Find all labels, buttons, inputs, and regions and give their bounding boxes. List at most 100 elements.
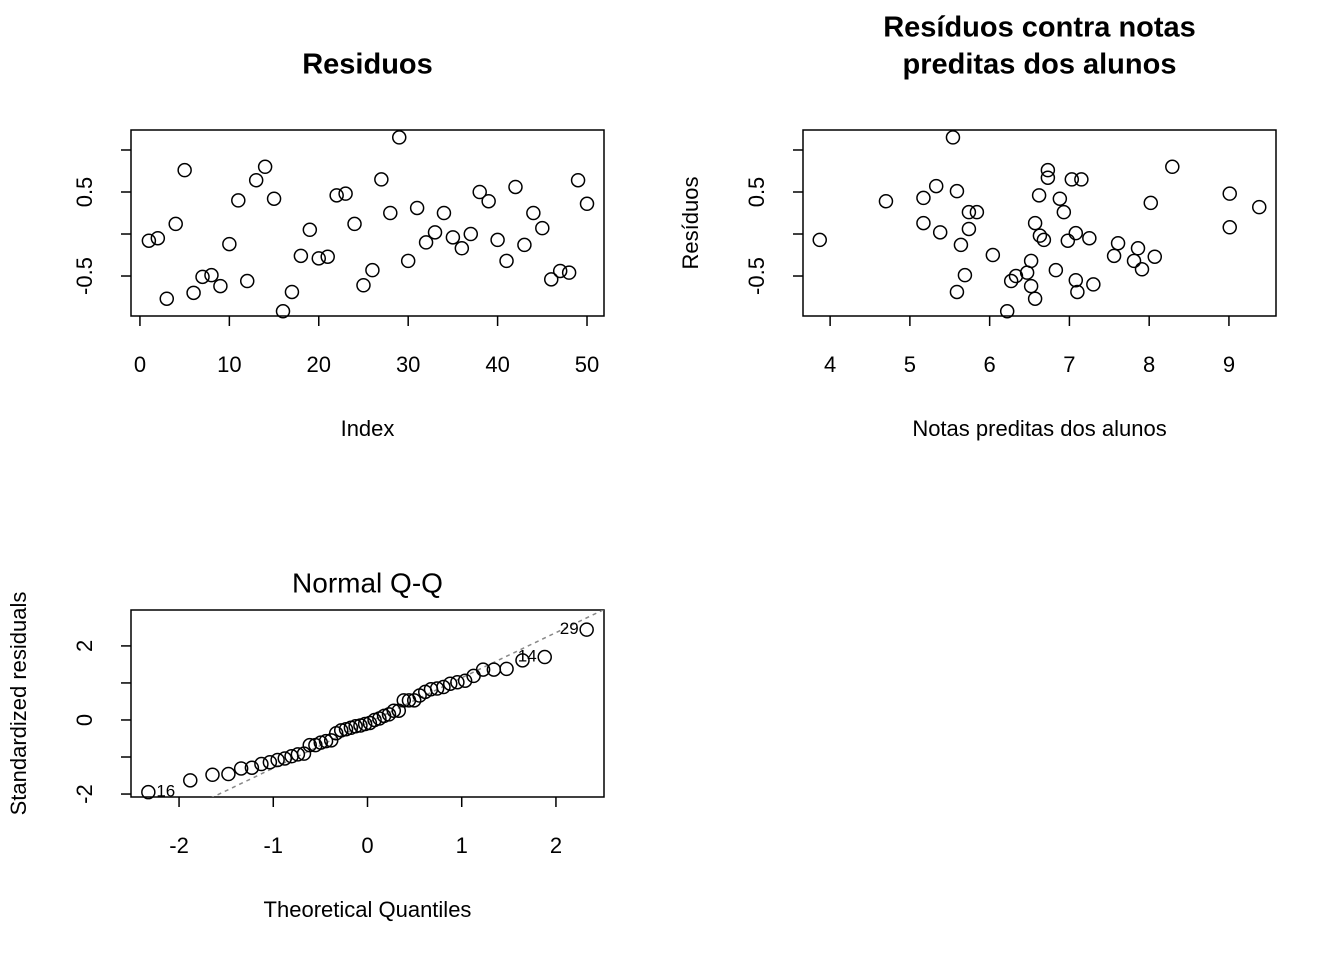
plot-box [130, 129, 605, 317]
point [1134, 262, 1150, 277]
point-label: 16 [156, 782, 175, 801]
point [1165, 159, 1180, 175]
point [1023, 278, 1039, 294]
x-axis-label: Notas preditas dos alunos [912, 416, 1166, 441]
point [570, 172, 586, 188]
point [1074, 172, 1089, 187]
point [579, 196, 595, 212]
x-tick-label: 4 [824, 352, 836, 377]
y-tick-label: 0.5 [744, 177, 769, 208]
point [985, 247, 1001, 263]
point [1110, 235, 1126, 251]
point [233, 761, 249, 776]
point [1032, 228, 1048, 243]
point [1064, 172, 1080, 187]
point [429, 681, 445, 696]
point [1126, 253, 1142, 269]
point [1040, 162, 1056, 178]
point-label: 29 [560, 619, 579, 638]
point [1222, 186, 1237, 201]
point [270, 752, 285, 768]
point [262, 754, 278, 770]
y-tick-label: 0 [72, 714, 97, 726]
point [953, 237, 969, 253]
point [949, 284, 965, 300]
point [472, 184, 487, 200]
point [561, 265, 577, 280]
point [1052, 191, 1068, 206]
x-tick-label: 2 [550, 833, 562, 858]
point [1036, 232, 1052, 248]
x-axis-label: Index [341, 416, 395, 441]
point [490, 232, 505, 248]
x-tick-label: 6 [984, 352, 996, 377]
point [499, 253, 514, 269]
point [436, 679, 451, 695]
point [186, 285, 201, 301]
point [475, 662, 491, 677]
point [1027, 215, 1043, 231]
point [183, 773, 198, 788]
point [949, 183, 965, 199]
point [1068, 272, 1084, 288]
point [1106, 248, 1122, 264]
point [543, 272, 559, 287]
y-tick-label: 2 [72, 640, 97, 652]
point [481, 193, 496, 209]
point [463, 226, 479, 242]
point [1048, 262, 1064, 278]
point [945, 130, 961, 145]
point [302, 222, 318, 238]
point [1147, 249, 1163, 264]
point [313, 735, 329, 750]
point [1060, 233, 1076, 248]
point [579, 622, 594, 637]
point [1086, 277, 1101, 292]
x-tick-label: 20 [307, 352, 331, 377]
point [450, 674, 465, 690]
point [221, 766, 236, 782]
point [1031, 188, 1047, 203]
chart-title: Resíduos contra notas [883, 12, 1196, 44]
point [275, 304, 291, 319]
point [957, 267, 973, 283]
point [239, 273, 255, 289]
point [290, 747, 306, 762]
point [1222, 220, 1237, 235]
point [365, 262, 380, 278]
x-tick-label: 30 [396, 352, 420, 377]
point [311, 251, 327, 266]
y-axis-label: Standardized residuals [6, 592, 31, 816]
point [141, 233, 157, 248]
point [999, 304, 1015, 319]
point [396, 693, 412, 708]
point [381, 707, 397, 722]
x-tick-label: 0 [134, 352, 146, 377]
point [374, 172, 389, 187]
point [348, 719, 363, 734]
point [1070, 284, 1085, 300]
point [329, 188, 344, 203]
plot-box [802, 129, 1277, 317]
x-tick-label: 40 [485, 352, 509, 377]
point [1068, 225, 1084, 241]
x-tick-label: 1 [456, 833, 468, 858]
x-tick-label: -2 [169, 833, 189, 858]
point [812, 232, 828, 248]
y-axis-label: Resíduos [678, 177, 703, 270]
point [454, 241, 470, 256]
point [418, 235, 434, 250]
point [878, 193, 894, 209]
point [293, 248, 309, 264]
point [302, 737, 317, 753]
point [1056, 204, 1072, 220]
x-tick-label: 5 [904, 352, 916, 377]
point [1040, 170, 1056, 185]
point [969, 204, 985, 220]
chart-title: preditas dos alunos [903, 49, 1177, 81]
x-tick-label: 9 [1223, 352, 1235, 377]
point [1003, 273, 1019, 289]
point [1082, 230, 1097, 246]
point [231, 193, 246, 208]
point [195, 269, 210, 285]
